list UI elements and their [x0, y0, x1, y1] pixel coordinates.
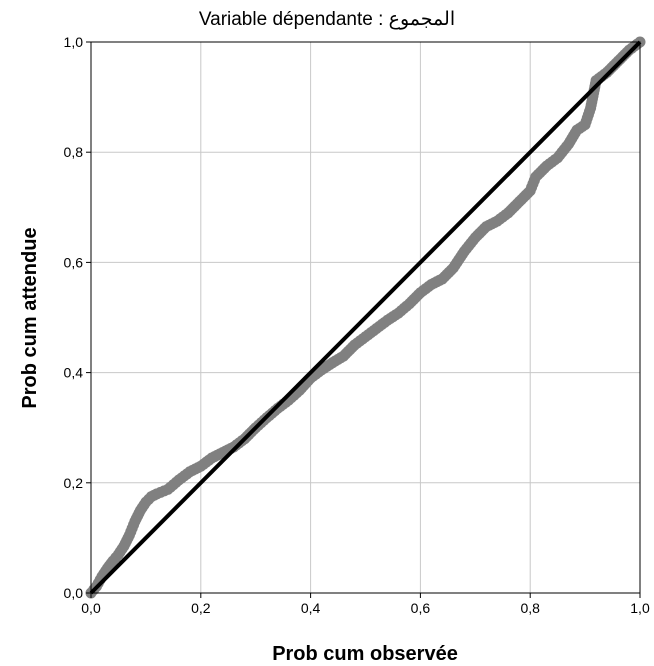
x-tick-label: 0,6	[411, 600, 431, 616]
x-tick-label: 0,4	[301, 600, 321, 616]
x-tick-label: 1,0	[630, 600, 650, 616]
x-axis-title: Prob cum observée	[272, 643, 458, 665]
y-tick-label: 0,0	[64, 585, 84, 601]
plot-frame	[90, 41, 641, 594]
chart-title-text: Variable dépendante : المجموع	[198, 9, 456, 30]
x-tick-label: 0,2	[191, 600, 211, 616]
reference-line	[89, 40, 642, 595]
x-tick-label: 0,8	[520, 600, 540, 616]
y-tick-label: 0,2	[64, 475, 84, 491]
y-tick-label: 0,4	[64, 365, 84, 381]
y-tick-label: 0,8	[64, 144, 84, 160]
y-tick-label: 1,0	[64, 34, 84, 50]
x-axis-ticks: 0,0 0,2 0,4 0,6 0,8 1,0	[81, 593, 650, 616]
y-tick-label: 0,6	[64, 254, 84, 270]
y-axis-title: Prob cum attendue	[19, 227, 41, 408]
y-axis-ticks: 0,0 0,2 0,4 0,6 0,8 1,0	[64, 34, 91, 601]
x-tick-label: 0,0	[81, 600, 101, 616]
grid	[91, 42, 640, 593]
chart-title: Variable dépendante : المجموع	[0, 8, 654, 31]
